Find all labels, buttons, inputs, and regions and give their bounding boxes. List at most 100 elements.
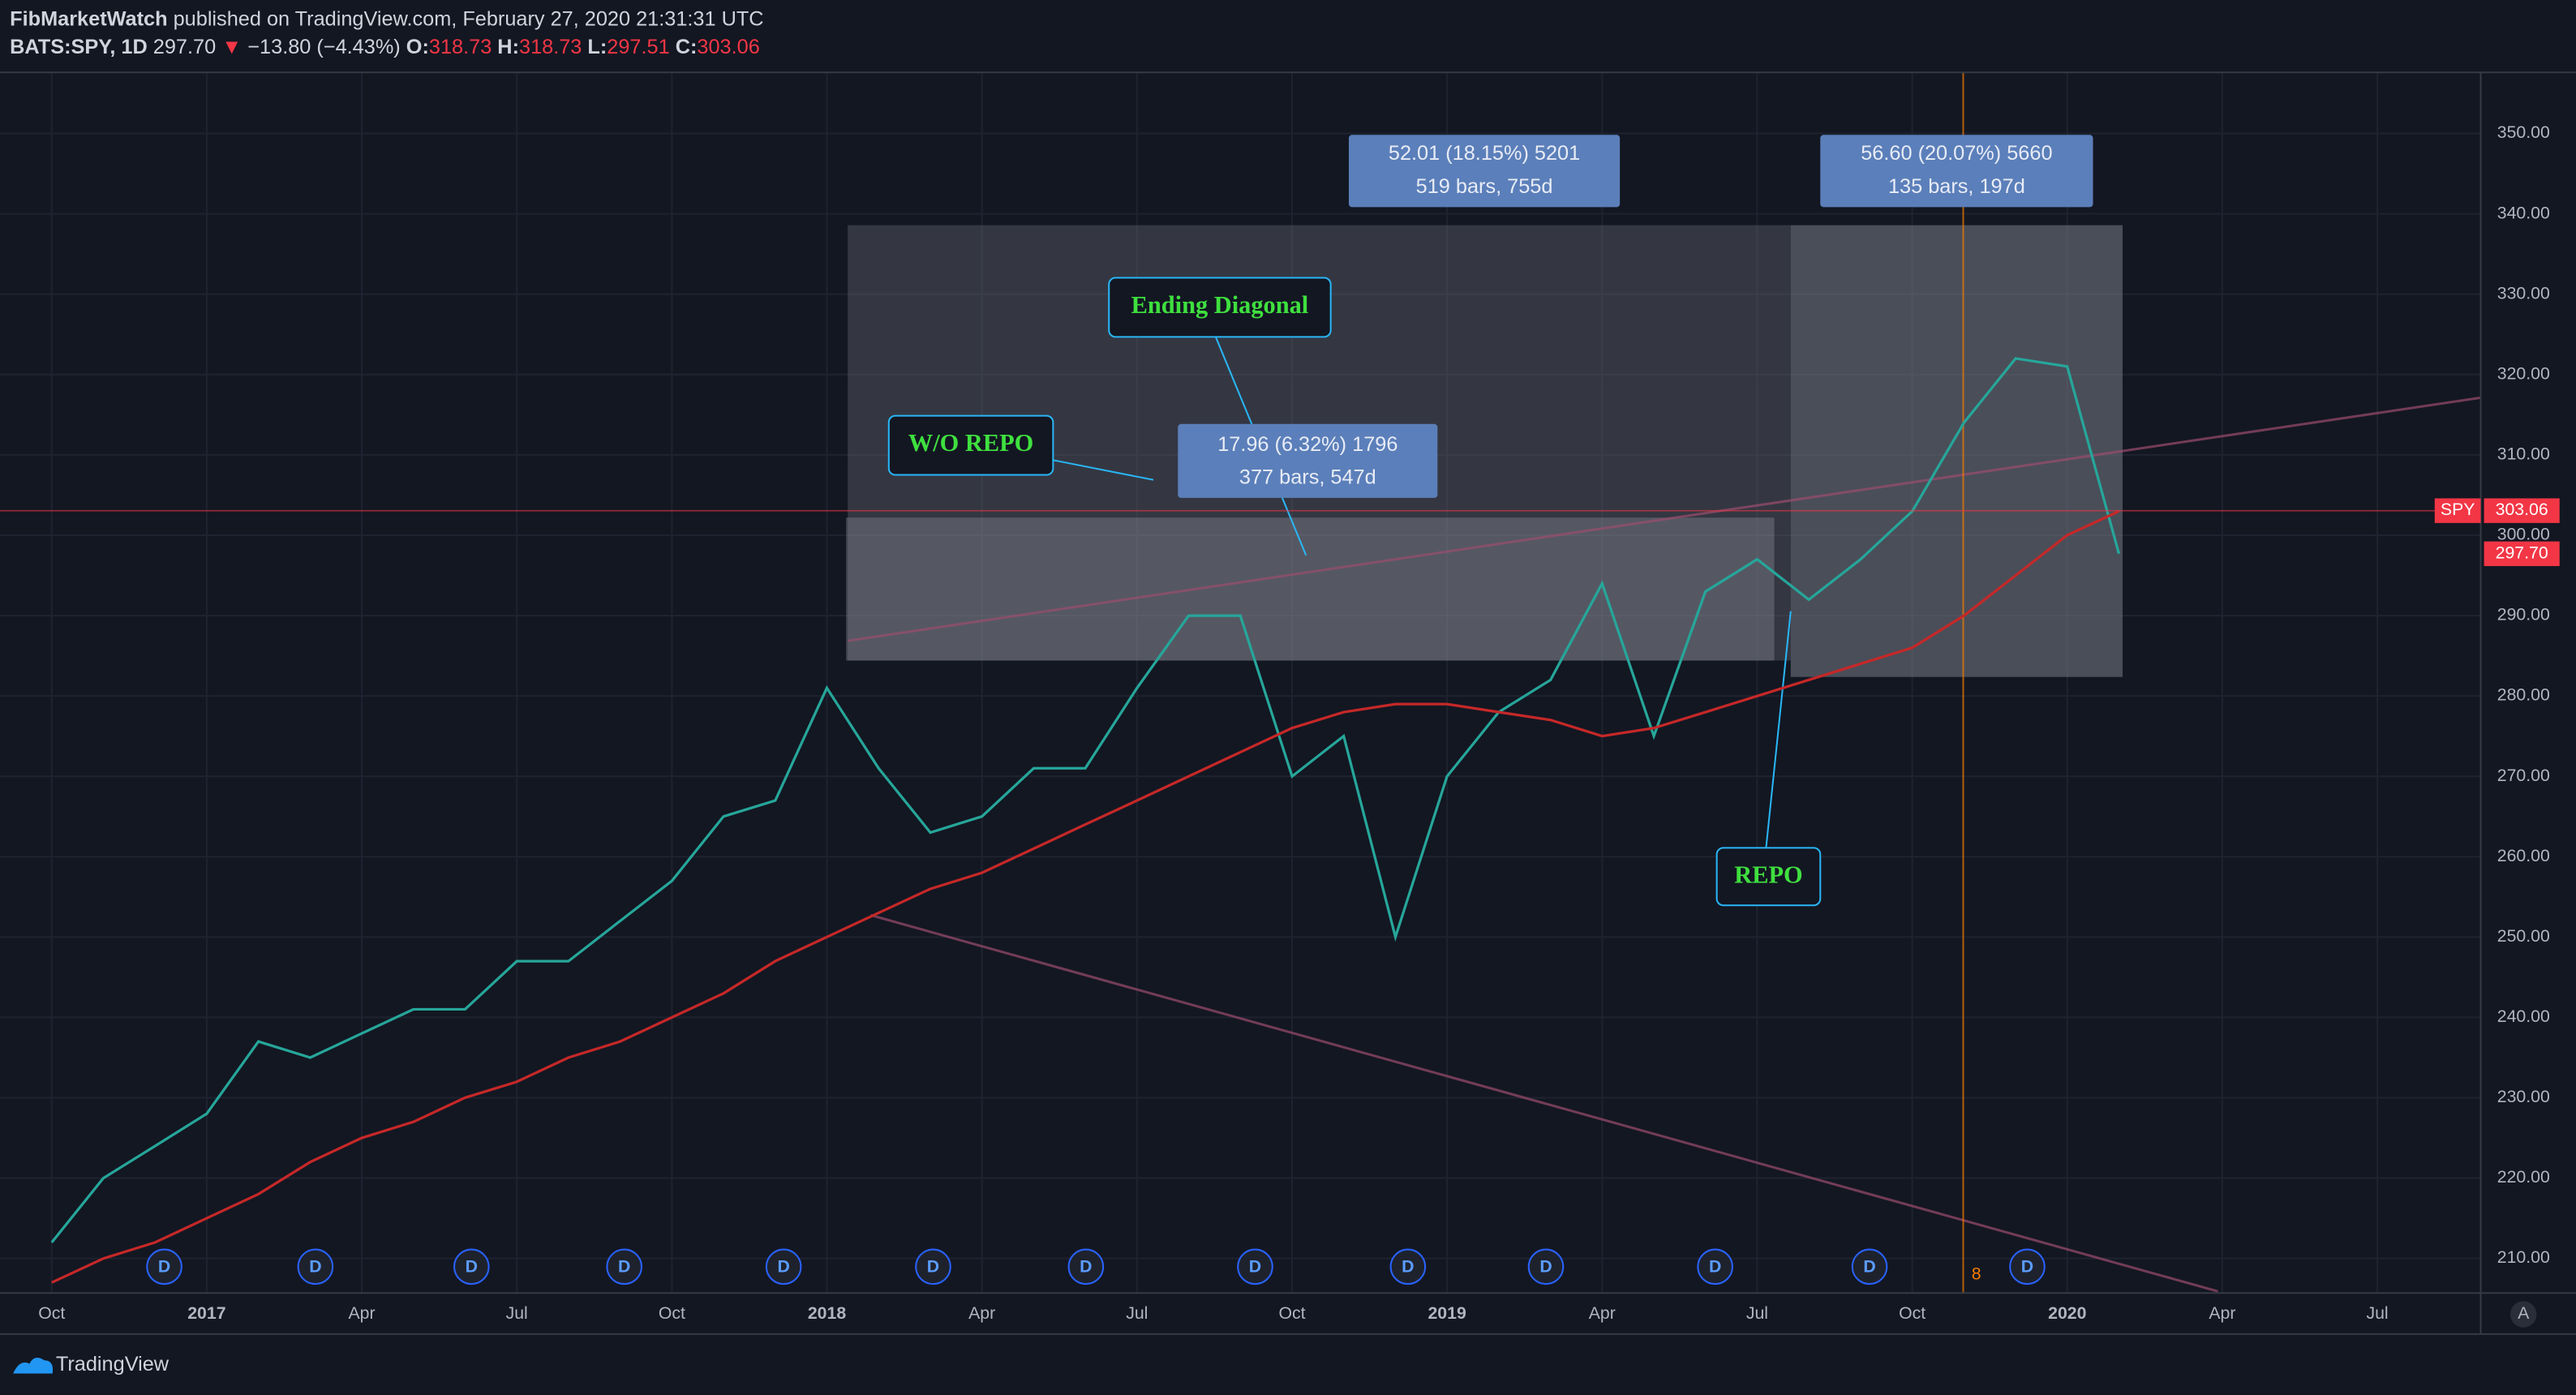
x-tick-label: Apr: [348, 1303, 375, 1323]
o: 318.73: [429, 36, 492, 58]
y-tick-label: 340.00: [2497, 203, 2550, 222]
annotations: 52.01 (18.15%) 5201 519 bars, 755d 56.60…: [146, 135, 2093, 1286]
symbol-line: BATS:SPY, 1D 297.70 ▼ −13.80 (−4.43%) O:…: [10, 36, 760, 58]
x-tick-label: Jul: [1126, 1303, 1148, 1323]
x-tick-label: Oct: [1899, 1303, 1926, 1323]
auto-button[interactable]: [2509, 1301, 2537, 1328]
x-tick-label: Jul: [2366, 1303, 2388, 1323]
x-tick-label: Oct: [1278, 1303, 1305, 1323]
event-label: D: [1709, 1256, 1721, 1276]
measure-text: 135 bars, 197d: [1888, 175, 2025, 198]
trend-line: [870, 913, 2218, 1293]
callout-text: W/O REPO: [908, 429, 1033, 457]
x-tick-label: Apr: [1589, 1303, 1616, 1323]
c: 303.06: [697, 36, 759, 58]
logo: TradingView: [13, 1353, 170, 1376]
measure-label: [1348, 135, 1621, 208]
author: FibMarketWatch published on TradingView.…: [10, 7, 763, 30]
trend-line: [847, 396, 2481, 642]
x-tick-label: 2020: [2048, 1303, 2086, 1323]
callout-pointer: [1765, 611, 1792, 848]
event-marker: [1389, 1248, 1427, 1286]
event-marker: [1067, 1248, 1105, 1286]
y-tick-label: 250.00: [2497, 926, 2550, 946]
event-marker: [1697, 1248, 1733, 1286]
measure-text: 519 bars, 755d: [1416, 175, 1553, 198]
author-name: FibMarketWatch: [10, 7, 167, 30]
callout: [887, 414, 1054, 476]
y-tick-label: 210.00: [2497, 1247, 2550, 1267]
price-line: [50, 357, 2121, 1243]
x-tick-label: Oct: [659, 1303, 685, 1323]
event-label: D: [309, 1256, 321, 1276]
event-label: D: [927, 1256, 939, 1276]
event-label: D: [158, 1256, 170, 1276]
published: published on TradingView.com, February 2…: [174, 7, 764, 30]
y-tick-label: 290.00: [2497, 605, 2550, 625]
price-tag: [2484, 498, 2560, 523]
h-label: H:: [497, 36, 519, 58]
callout-pointer: [1053, 459, 1154, 481]
event-marker: [1527, 1248, 1565, 1286]
event-label: D: [2021, 1256, 2033, 1276]
callout-text: Ending Diagonal: [1131, 291, 1309, 319]
y-tick-label: 330.00: [2497, 283, 2550, 303]
symbol-tag: [2434, 498, 2481, 523]
price-tag-text: 297.70: [2496, 543, 2548, 562]
y-tick-label: 240.00: [2497, 1007, 2550, 1026]
x-tick-label: Oct: [38, 1303, 65, 1323]
logo-icon: [13, 1358, 54, 1374]
y-tick-label: 300.00: [2497, 525, 2550, 544]
c-label: C:: [676, 36, 698, 58]
event-label: D: [1080, 1256, 1092, 1276]
o-label: O:: [406, 36, 429, 58]
event-label: D: [1539, 1256, 1552, 1276]
h: 318.73: [519, 36, 582, 58]
symbol: BATS:SPY, 1D: [10, 36, 148, 58]
event-marker: [915, 1248, 951, 1286]
measure-text: 52.01 (18.15%) 5201: [1389, 142, 1580, 165]
x-tick-label: Jul: [506, 1303, 528, 1323]
measure-text: 56.60 (20.07%) 5660: [1861, 142, 2052, 165]
event-count: 8: [1972, 1264, 1981, 1284]
event-marker: [1237, 1248, 1273, 1286]
event-marker: [146, 1248, 182, 1286]
y-tick-label: 280.00: [2497, 685, 2550, 705]
event-label: D: [466, 1256, 478, 1276]
event-label: D: [1402, 1256, 1414, 1276]
callout-text: REPO: [1734, 861, 1802, 889]
symbol-tag-text: SPY: [2441, 500, 2475, 519]
y-tick-label: 320.00: [2497, 363, 2550, 383]
y-tick-label: 220.00: [2497, 1167, 2550, 1187]
measure-label: [1178, 423, 1438, 498]
event-label: D: [1249, 1256, 1261, 1276]
change: −13.80 (−4.43%): [247, 36, 400, 58]
measure-box: [1790, 225, 2123, 677]
brand: TradingView: [56, 1353, 170, 1376]
price-tag-text: 303.06: [2496, 500, 2548, 519]
x-tick-label: Jul: [1746, 1303, 1768, 1323]
event-marker: [1851, 1248, 1888, 1286]
y-tick-label: 310.00: [2497, 444, 2550, 464]
y-tick-label: 270.00: [2497, 766, 2550, 785]
event-marker: [2009, 1248, 2046, 1286]
x-tick-label: Apr: [2209, 1303, 2235, 1323]
auto-label[interactable]: A: [2518, 1303, 2530, 1323]
callout: [1715, 847, 1822, 907]
measure-text: 377 bars, 547d: [1239, 466, 1376, 488]
x-tick-label: Apr: [968, 1303, 995, 1323]
event-label: D: [777, 1256, 789, 1276]
measure-text: 17.96 (6.32%) 1796: [1217, 433, 1397, 456]
event-label: D: [618, 1256, 630, 1276]
y-tick-label: 350.00: [2497, 122, 2550, 142]
plot: [0, 357, 2481, 1284]
y-tick-label: 230.00: [2497, 1087, 2550, 1106]
callout: [1108, 277, 1332, 338]
x-tick-label: 2017: [187, 1303, 225, 1323]
price-tag: [2484, 541, 2560, 566]
y-tick-label: 260.00: [2497, 846, 2550, 865]
arrow: ▼: [221, 36, 242, 58]
event-marker: [453, 1248, 490, 1286]
